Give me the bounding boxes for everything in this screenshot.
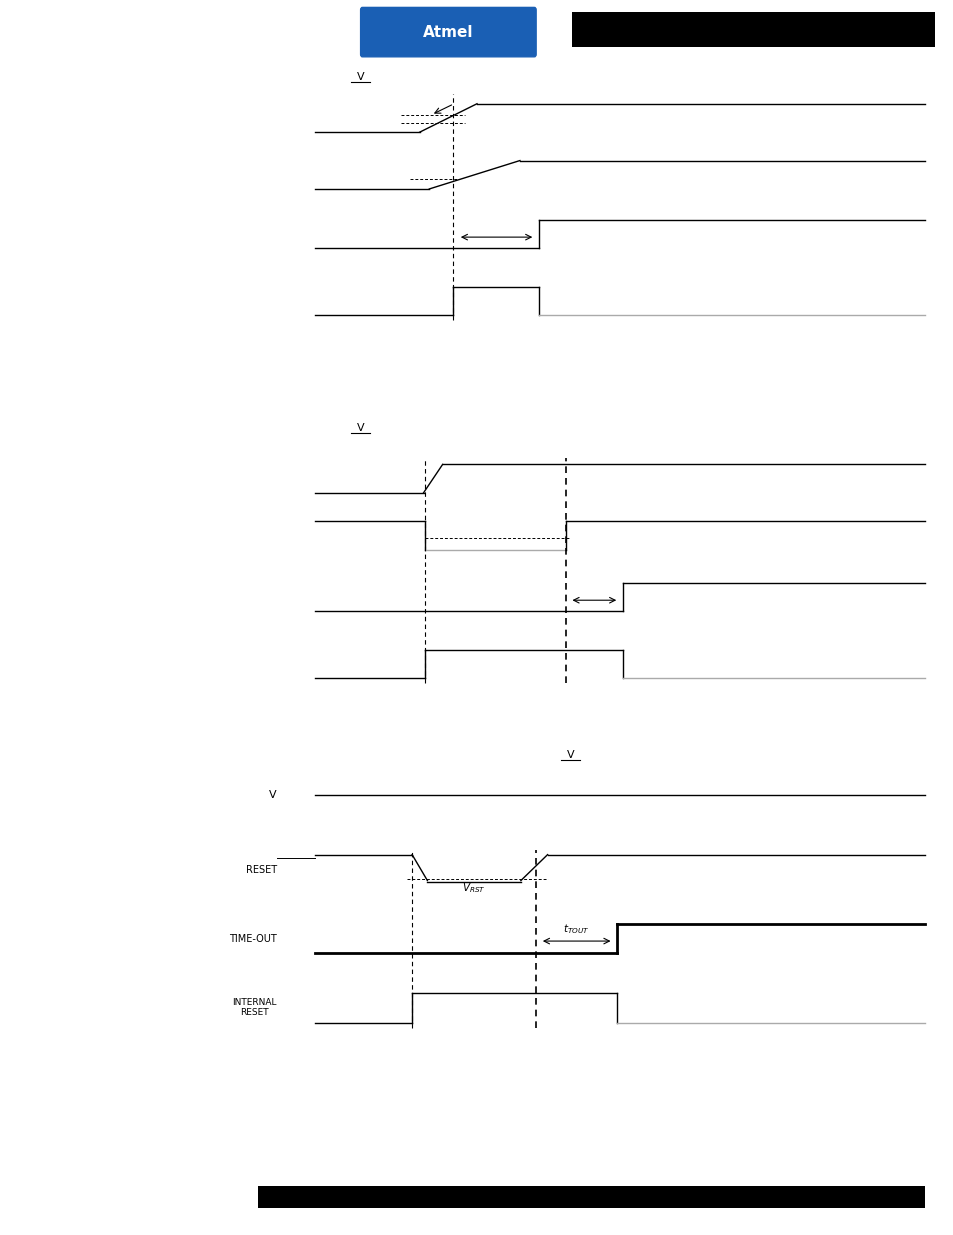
FancyBboxPatch shape: [360, 7, 536, 57]
Text: V: V: [356, 72, 364, 82]
Text: RESET: RESET: [245, 864, 276, 876]
Text: $t_{TOUT}$: $t_{TOUT}$: [563, 923, 589, 936]
Text: Atmel: Atmel: [423, 25, 473, 40]
Bar: [257, 1186, 924, 1208]
Text: V: V: [566, 750, 574, 760]
Text: TIME-OUT: TIME-OUT: [229, 934, 276, 944]
Text: $V_{RST}$: $V_{RST}$: [462, 882, 485, 895]
Bar: [572, 12, 934, 47]
Text: V: V: [356, 424, 364, 433]
Text: INTERNAL
RESET: INTERNAL RESET: [232, 998, 276, 1018]
Text: V: V: [269, 790, 276, 800]
